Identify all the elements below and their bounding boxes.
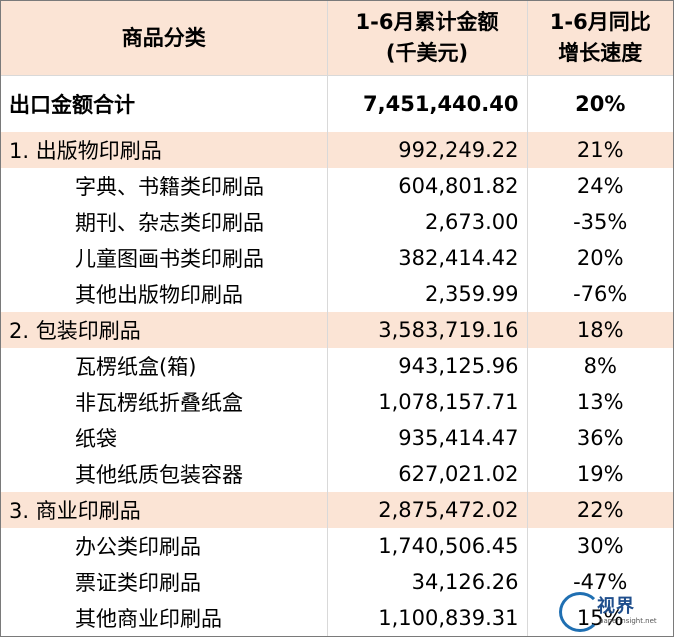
row-growth: -35% bbox=[526, 204, 673, 240]
table-row-total: 出口金额合计 7,451,440.40 20% bbox=[1, 75, 673, 132]
row-name: 期刊、杂志类印刷品 bbox=[75, 211, 264, 235]
header-row: 商品分类 1-6月累计金额 (千美元) 1-6月同比 增长速度 bbox=[1, 1, 673, 76]
row-growth: 21% bbox=[526, 132, 673, 168]
row-name: 其他纸质包装容器 bbox=[75, 463, 243, 487]
table-row: 纸袋 935,414.47 36% bbox=[1, 420, 673, 456]
watermark-logo: 视界 paperinsight.net bbox=[559, 590, 663, 632]
row-amount: 943,125.96 bbox=[326, 348, 527, 384]
table-row: 票证类印刷品 34,126.26 -47% bbox=[1, 564, 673, 600]
row-amount: 2,875,472.02 bbox=[326, 492, 527, 528]
table-row: 瓦楞纸盒(箱) 943,125.96 8% bbox=[1, 348, 673, 384]
row-amount: 935,414.47 bbox=[326, 420, 527, 456]
row-growth: 13% bbox=[526, 384, 673, 420]
row-name: 办公类印刷品 bbox=[75, 535, 201, 559]
row-amount: 3,583,719.16 bbox=[326, 312, 527, 348]
row-growth: 20% bbox=[526, 75, 673, 132]
row-amount: 34,126.26 bbox=[326, 564, 527, 600]
row-name: 票证类印刷品 bbox=[75, 571, 201, 595]
table-row: 期刊、杂志类印刷品 2,673.00 -35% bbox=[1, 204, 673, 240]
row-growth: 36% bbox=[526, 420, 673, 456]
row-growth: 22% bbox=[526, 492, 673, 528]
table-row: 儿童图画书类印刷品 382,414.42 20% bbox=[1, 240, 673, 276]
row-amount: 1,100,839.31 bbox=[326, 600, 527, 636]
row-amount: 2,359.99 bbox=[326, 276, 527, 312]
row-amount: 604,801.82 bbox=[326, 168, 527, 204]
row-name: 出口金额合计 bbox=[9, 93, 135, 117]
row-growth: 30% bbox=[526, 528, 673, 564]
row-amount: 627,021.02 bbox=[326, 456, 527, 492]
row-growth: 20% bbox=[526, 240, 673, 276]
row-name: 其他出版物印刷品 bbox=[75, 283, 243, 307]
table-row: 办公类印刷品 1,740,506.45 30% bbox=[1, 528, 673, 564]
watermark-text: 视界 bbox=[597, 596, 635, 617]
row-name: 瓦楞纸盒(箱) bbox=[75, 355, 197, 379]
row-amount: 1,740,506.45 bbox=[326, 528, 527, 564]
row-growth: 8% bbox=[526, 348, 673, 384]
row-name: 2. 包装印刷品 bbox=[1, 312, 327, 348]
row-growth: 24% bbox=[526, 168, 673, 204]
header-amount: 1-6月累计金额 (千美元) bbox=[326, 1, 527, 76]
watermark-url: paperinsight.net bbox=[599, 617, 657, 625]
row-name: 纸袋 bbox=[75, 427, 117, 451]
table-row-category: 2. 包装印刷品 3,583,719.16 18% bbox=[1, 312, 673, 348]
row-name: 1. 出版物印刷品 bbox=[1, 132, 327, 168]
row-amount: 382,414.42 bbox=[326, 240, 527, 276]
row-amount: 1,078,157.71 bbox=[326, 384, 527, 420]
row-name: 其他商业印刷品 bbox=[75, 607, 222, 631]
table-row: 其他纸质包装容器 627,021.02 19% bbox=[1, 456, 673, 492]
table-row: 字典、书籍类印刷品 604,801.82 24% bbox=[1, 168, 673, 204]
row-growth: -47% bbox=[526, 564, 673, 600]
table-row: 其他出版物印刷品 2,359.99 -76% bbox=[1, 276, 673, 312]
header-category: 商品分类 bbox=[1, 1, 327, 76]
row-growth: 18% bbox=[526, 312, 673, 348]
row-amount: 7,451,440.40 bbox=[326, 75, 527, 132]
row-amount: 2,673.00 bbox=[326, 204, 527, 240]
header-growth: 1-6月同比 增长速度 bbox=[526, 1, 673, 76]
row-name: 非瓦楞纸折叠纸盒 bbox=[75, 391, 243, 415]
row-growth: 19% bbox=[526, 456, 673, 492]
table-row-category: 1. 出版物印刷品 992,249.22 21% bbox=[1, 132, 673, 168]
row-name: 儿童图画书类印刷品 bbox=[75, 247, 264, 271]
table-row-category: 3. 商业印刷品 2,875,472.02 22% bbox=[1, 492, 673, 528]
row-name: 字典、书籍类印刷品 bbox=[75, 175, 264, 199]
row-name: 3. 商业印刷品 bbox=[1, 492, 327, 528]
logo-ring-icon bbox=[559, 592, 601, 632]
row-amount: 992,249.22 bbox=[326, 132, 527, 168]
row-growth: -76% bbox=[526, 276, 673, 312]
table-row: 非瓦楞纸折叠纸盒 1,078,157.71 13% bbox=[1, 384, 673, 420]
